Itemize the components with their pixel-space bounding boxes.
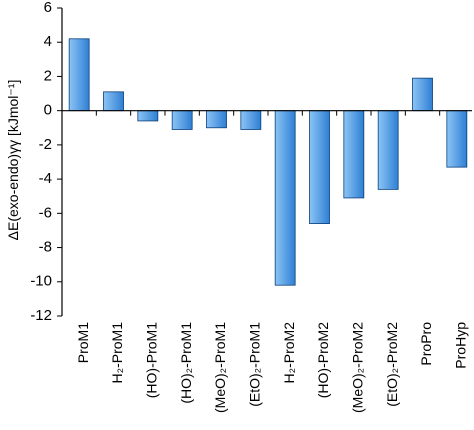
y-tick-label--10: -10 — [30, 273, 52, 290]
category-label-8: (HO)-ProM2 — [315, 322, 331, 398]
bar-4 — [171, 110, 193, 130]
y-tick-label--4: -4 — [39, 170, 52, 187]
category-label-1: ProM1 — [75, 322, 91, 363]
bar-9 — [343, 110, 365, 199]
category-label-7: H₂-ProM2 — [281, 322, 297, 384]
y-tick-label--2: -2 — [39, 136, 52, 153]
bar-1 — [68, 38, 90, 112]
bar-5 — [206, 110, 227, 129]
bar-3 — [137, 110, 159, 122]
bar-8 — [309, 110, 330, 224]
category-label-6: (EtO)₂-ProM1 — [247, 322, 263, 407]
axes-group — [57, 7, 472, 317]
bar-7 — [274, 110, 296, 286]
y-tick-label--8: -8 — [39, 239, 52, 256]
y-tick-label-4: 4 — [44, 33, 52, 50]
category-label-9: (MeO)₂-ProM2 — [350, 322, 366, 413]
y-tick-label--6: -6 — [39, 204, 52, 221]
bars-group — [68, 38, 468, 286]
labels-group: 6 4 2 0 -2 -4 -6 -8 -10 -12 ProM1 H₂-ProM1 (HO)-ProM… — [30, 0, 468, 413]
category-label-10: (EtO)₂-ProM2 — [384, 322, 400, 407]
category-label-3: (HO)-ProM1 — [144, 322, 160, 398]
bar-6 — [240, 110, 262, 130]
bar-11 — [412, 77, 433, 112]
bar-2 — [103, 91, 124, 112]
category-label-11: ProPro — [418, 322, 434, 366]
y-tick-label--12: -12 — [30, 307, 52, 324]
category-label-2: H₂-ProM1 — [109, 322, 125, 384]
y-tick-label-2: 2 — [44, 67, 52, 84]
y-axis-title-delta-e: ΔE(exo-endo)γγ [kJmol⁻¹] — [5, 80, 21, 241]
y-axis-title: ΔE(exo-endo)γγ [kJmol⁻¹] — [5, 80, 21, 241]
bar-10 — [377, 110, 399, 190]
y-tick-label-6: 6 — [44, 0, 52, 16]
y-tick-label-0: 0 — [44, 102, 52, 119]
bar-12 — [446, 110, 468, 168]
category-label-12: ProHyp — [453, 322, 469, 369]
category-label-4: (HO)₂-ProM1 — [178, 322, 194, 404]
category-label-5: (MeO)₂-ProM1 — [212, 322, 228, 413]
